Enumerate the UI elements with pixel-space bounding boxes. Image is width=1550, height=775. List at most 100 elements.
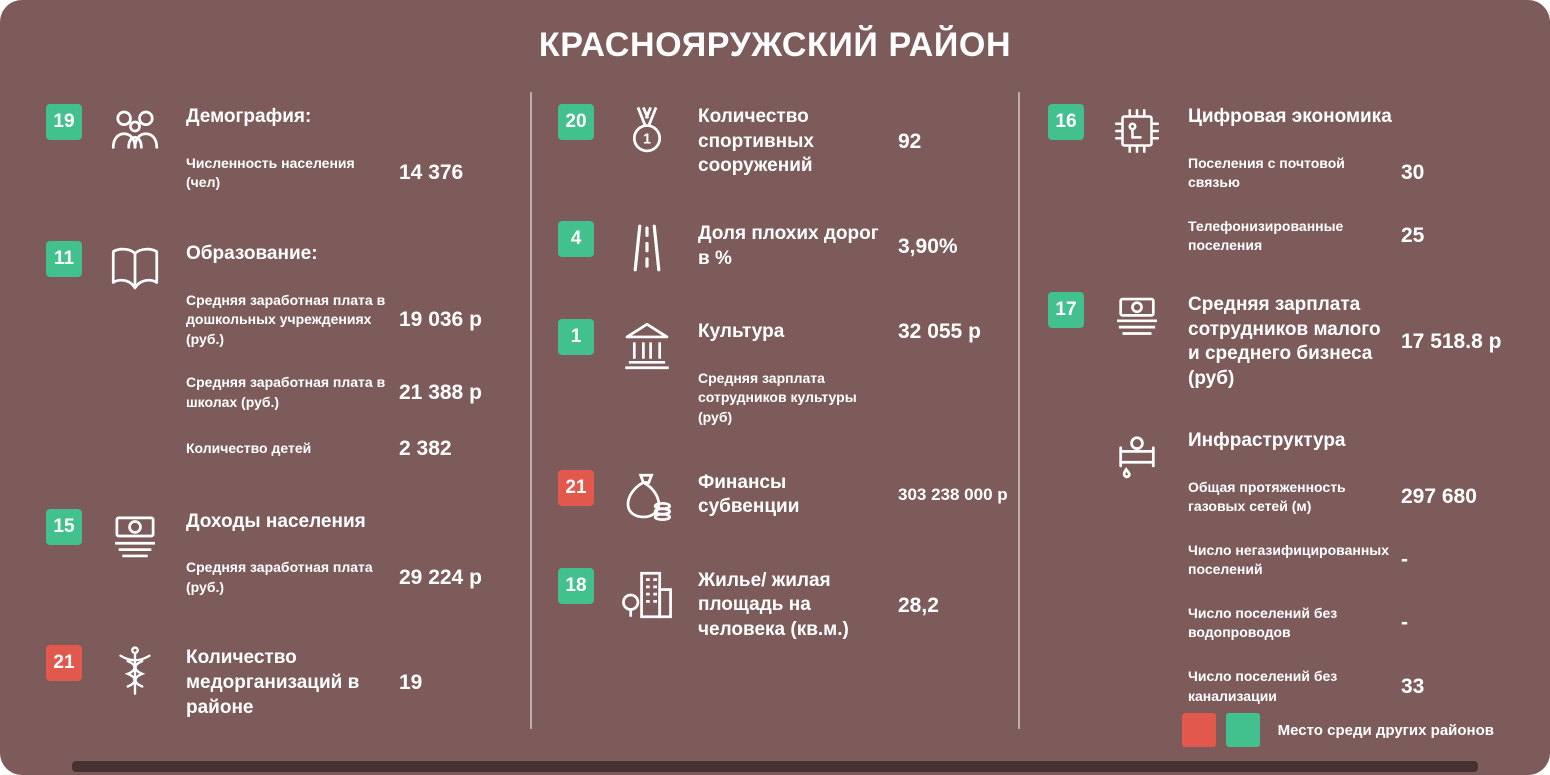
legend-green-square [1225,713,1260,747]
stat-value: 19 [399,671,423,695]
water-pipe-icon [1086,426,1188,484]
rank-badge: 15 [46,508,82,545]
stat-label: Число поселений без водопроводов [1188,604,1338,641]
section-culture: 1 Культура 32 055 р Средняя зарпла [558,317,1008,427]
section-title: Демография: [186,106,312,127]
legend-label: Место среди других районов [1277,721,1494,739]
rank-badge: 4 [558,221,594,258]
stat-row: Численность населения (чел) 14 376 [186,154,504,193]
stat-value: 33 [1401,674,1425,698]
section-title: Финансы субвенции [698,471,800,518]
stat-value: - [1401,611,1408,635]
rank-badge: 21 [558,469,594,506]
stat-value: 25 [1401,224,1425,248]
money-bag-icon [596,468,698,526]
stat-value: 14 376 [399,161,464,185]
stat-label: Поселения с почтовой связью [1188,154,1345,191]
stat-row: Средняя заработная плата в дошкольных уч… [186,291,504,350]
rank-badge: 19 [46,104,82,140]
stat-value: 303 238 000 р [898,485,1008,505]
stat-row: Средняя заработная плата (руб.) 29 224 р [186,558,504,597]
section-title: Средняя зарплата сотрудников малого и ср… [1188,294,1381,390]
section-title: Доля плохих дорог в % [698,223,879,269]
stat-row: Число поселений без водопроводов - [1188,604,1516,643]
rank-badge: 21 [46,645,82,682]
stat-value: 30 [1401,161,1425,185]
section-title: Цифровая экономика [1188,106,1392,127]
stat-label: Общая протяженность газовых сетей (м) [1188,478,1346,515]
circuit-chip-icon [1086,102,1188,160]
stat-label: Число поселений без канализации [1188,668,1338,704]
stat-row: Телефонизированные поселения 25 [1188,217,1516,256]
stat-label: Число негазифицированных поселений [1188,541,1390,578]
section-title: Инфраструктура [1188,429,1346,451]
rank-badge: 17 [1048,292,1084,329]
section-medical: 21 Количество медорганизаций в районе 19 [46,643,504,720]
columns-container: 19 Демография: Численность населе [0,92,1550,729]
stat-value: 297 680 [1401,485,1477,509]
section-title: Количество спортивных сооружений [698,106,814,177]
stat-row: Количество детей 2 382 [186,437,504,461]
medal-icon: 1 [596,102,698,160]
road-icon [596,219,698,277]
bottom-bar [72,761,1478,772]
section-demography: 19 Демография: Численность населе [46,102,504,193]
stat-label: Средняя заработная плата в дошкольных уч… [186,291,386,347]
stat-value: 19 036 р [399,307,482,331]
stat-value: 32 055 р [898,320,981,344]
stat-value: 17 518.8 р [1401,330,1502,354]
stat-value: 28,2 [898,593,939,617]
section-title: Культура [698,321,785,343]
page-title: КРАСНОЯРУЖСКИЙ РАЙОН [538,26,1012,64]
rank-badge: 16 [1048,104,1084,140]
cash-icon [1086,290,1188,348]
people-icon [84,102,186,160]
rank-badge: 20 [558,104,594,140]
section-housing: 18 Жилье/ жилая площадь на человека (кв.… [558,566,1008,643]
section-digital-economy: 16 Цифровая экономика Поселения с [1048,102,1516,256]
stats-column-middle: 20 1 Количество спортивных сооружений 92 [530,92,1020,729]
stat-label: Телефонизированные поселения [1188,217,1344,254]
rank-badge: 11 [46,240,82,277]
city-buildings-icon [596,566,698,624]
stat-label: Средняя заработная плата в школах (руб.) [186,374,386,410]
section-sport: 20 1 Количество спортивных сооружений 92 [558,102,1008,179]
legend-red-square [1181,713,1216,747]
section-title: Количество медорганизаций в районе [186,647,360,718]
section-sme-salary: 17 Средняя зарплата сотрудников малого и… [1048,290,1516,392]
section-title: Доходы населения [186,510,366,532]
section-income: 15 Доходы населения Средняя заработная п… [46,507,504,598]
stat-row: Средняя заработная плата в школах (руб.)… [186,373,504,412]
stat-row: Средняя зарплата сотрудников культуры (р… [698,369,1008,428]
section-title: Жилье/ жилая площадь на человека (кв.м.) [698,569,849,640]
stat-label: Количество детей [186,439,312,456]
section-finance: 21 Финансы субвенции 303 238 000 р [558,468,1008,526]
stat-value: 2 382 [399,436,452,460]
section-roads: 4 Доля плохих дорог в % 3,90% [558,219,1008,277]
svg-text:1: 1 [643,132,651,148]
open-book-icon [84,239,186,297]
rank-badge: 1 [558,319,594,356]
caduceus-icon [84,643,186,701]
stat-value: 3,90% [898,234,958,258]
stat-value: 21 388 р [399,380,482,404]
stats-column-left: 19 Демография: Численность населе [0,92,530,729]
stat-row: Число поселений без канализации 33 [1188,667,1516,706]
legend: Место среди других районов [1181,713,1494,747]
stat-label: Средняя зарплата сотрудников культуры (р… [698,369,857,425]
stats-column-right: 16 Цифровая экономика Поселения с [1020,92,1550,729]
section-title: Образование: [186,242,318,264]
section-infrastructure: Инфраструктура Общая протяженность газов… [1048,426,1516,706]
stat-label: Средняя заработная плата (руб.) [186,559,373,595]
stat-row: Общая протяженность газовых сетей (м) 29… [1188,478,1516,517]
museum-icon [596,317,698,375]
stat-row: Число негазифицированных поселений - [1188,541,1516,580]
banknotes-icon [84,507,186,565]
stat-value: 92 [898,130,922,154]
stat-value: - [1401,548,1408,572]
section-education: 11 Образование: Средняя заработная плата… [46,239,504,461]
stat-row: Поселения с почтовой связью 30 [1188,154,1516,193]
rank-badge: 18 [558,567,594,604]
stat-label: Численность населения (чел) [186,154,355,191]
